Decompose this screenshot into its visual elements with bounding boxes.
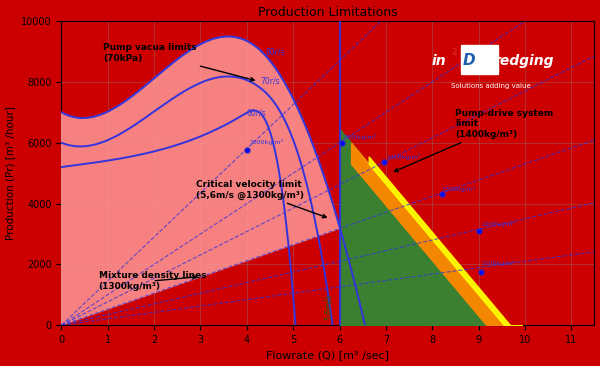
Text: 2: 2 xyxy=(452,48,457,57)
Text: redging: redging xyxy=(493,54,554,68)
Text: 5.6m/s: 5.6m/s xyxy=(324,294,333,320)
Text: 1600kg/m³: 1600kg/m³ xyxy=(249,139,283,145)
Title: Production Limitations: Production Limitations xyxy=(258,5,398,19)
Text: 1100kg/m³: 1100kg/m³ xyxy=(481,260,515,266)
Text: 1400kg/m³: 1400kg/m³ xyxy=(386,154,420,160)
Text: D: D xyxy=(463,53,475,68)
Text: 70r/s: 70r/s xyxy=(261,77,280,86)
Text: Pump vacua limits
(70kPa): Pump vacua limits (70kPa) xyxy=(103,43,254,81)
Text: 1200kg/m³: 1200kg/m³ xyxy=(481,221,515,227)
Text: 80r/s: 80r/s xyxy=(265,48,285,57)
FancyBboxPatch shape xyxy=(461,45,498,74)
Y-axis label: Production (Pr) [m³ /hour]: Production (Pr) [m³ /hour] xyxy=(5,106,16,240)
Text: 1300kg/m³: 1300kg/m³ xyxy=(442,186,476,191)
Text: Critical velocity limit
(5,6m/s @1300kg/m³): Critical velocity limit (5,6m/s @1300kg/… xyxy=(196,180,326,218)
Text: Pump-drive system
limit
(1400kg/m³): Pump-drive system limit (1400kg/m³) xyxy=(394,109,554,172)
Text: in: in xyxy=(431,54,446,68)
Text: 60r/s: 60r/s xyxy=(247,108,266,117)
Text: Solutions adding value: Solutions adding value xyxy=(451,83,530,89)
Text: Mixture density lines
(1300kg/m³): Mixture density lines (1300kg/m³) xyxy=(98,271,206,291)
Polygon shape xyxy=(61,37,341,325)
Text: 1500kg/m³: 1500kg/m³ xyxy=(342,134,376,140)
X-axis label: Flowrate (Q) [m³ /sec]: Flowrate (Q) [m³ /sec] xyxy=(266,350,389,361)
